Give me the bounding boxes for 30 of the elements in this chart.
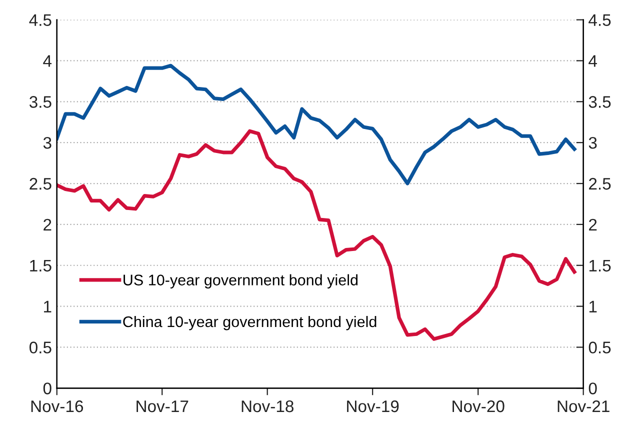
x-tick-label: Nov-18 — [242, 400, 294, 412]
x-tick-label: Nov-20 — [452, 400, 504, 412]
x-tick-label: Nov-16 — [31, 400, 84, 412]
y-tick-label: 1.5 — [30, 260, 52, 272]
y2-tick-label: 3 — [588, 136, 597, 149]
y-tick-label: 4 — [43, 55, 52, 67]
y2-tick-label: 4 — [588, 55, 597, 67]
y-tick-label: 3.5 — [29, 96, 52, 108]
y2-tick-label: 0 — [588, 382, 597, 394]
legend-label: China 10-year government bond yield — [123, 316, 376, 330]
y-tick-label: 2 — [44, 218, 52, 230]
y2-tick-label: 3.5 — [588, 96, 611, 108]
y2-tick-label: 4.5 — [588, 14, 611, 26]
y2-tick-label: 2 — [589, 218, 597, 230]
legend-label: US 10-year government bond yield — [124, 274, 358, 288]
x-tick-label: Nov-17 — [136, 400, 188, 412]
y-tick-label: 3 — [43, 136, 52, 149]
x-tick-label: Nov-21 — [558, 400, 610, 412]
y-tick-label: 0.5 — [30, 342, 52, 354]
y2-tick-label: 1 — [589, 300, 597, 312]
y2-tick-label: 2.5 — [589, 178, 611, 190]
y2-tick-label: 0.5 — [588, 342, 611, 354]
x-tick-label: Nov-19 — [347, 400, 399, 412]
y-tick-label: 2.5 — [30, 178, 52, 190]
y-tick-label: 0 — [43, 382, 52, 394]
y-tick-label: 1 — [44, 300, 52, 312]
line-series — [56, 129, 576, 341]
line-series — [56, 64, 576, 186]
y-tick-label: 4.5 — [29, 14, 52, 26]
y2-tick-label: 1.5 — [589, 260, 611, 272]
